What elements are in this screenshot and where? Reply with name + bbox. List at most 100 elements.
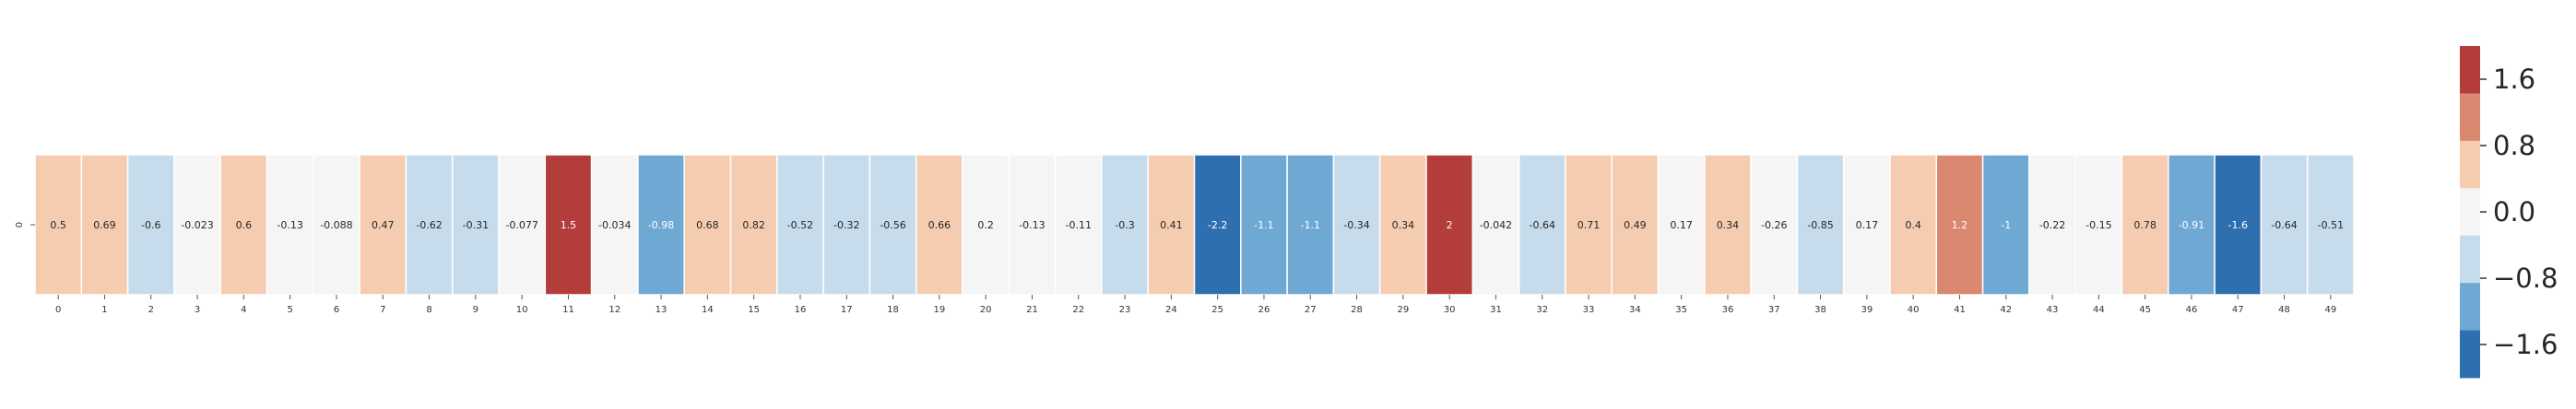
x-tick-label-38: 38 [1814,305,1826,315]
heatmap-cell-18 [869,154,917,296]
cell-annotation-35: 0.17 [1670,219,1693,231]
colorbar-segment-5 [2460,93,2480,142]
x-tick-label-20: 20 [980,305,992,315]
x-tick-label-45: 45 [2139,305,2151,315]
cell-annotation-30: 2 [1447,219,1453,231]
x-tick-label-48: 48 [2278,305,2290,315]
cell-annotation-17: -0.32 [833,219,859,231]
x-tick-label-21: 21 [1026,305,1038,315]
x-tick-label-27: 27 [1305,305,1317,315]
cell-annotation-40: 0.4 [1905,219,1921,231]
heatmap-cell-9 [451,154,500,296]
cell-annotation-24: 0.41 [1160,219,1183,231]
colorbar-segment-3 [2460,188,2480,237]
x-tick-label-9: 9 [473,305,479,315]
colorbar-segment-6 [2460,46,2480,94]
y-tick-label-0: 0 [15,222,25,228]
heatmap-cell-45 [2121,154,2169,296]
heatmap-cell-22 [1054,154,1103,296]
cell-annotation-42: -1 [2001,219,2011,231]
cell-annotation-28: -0.34 [1343,219,1369,231]
heatmap-cell-1 [80,154,129,296]
x-tick-label-19: 19 [933,305,945,315]
heatmap-cell-41 [1935,154,1984,296]
cell-annotation-29: 0.34 [1392,219,1415,231]
x-tick-label-26: 26 [1258,305,1270,315]
x-tick-label-42: 42 [2000,305,2012,315]
heatmap-cell-13 [637,154,685,296]
cell-annotation-23: -0.3 [1115,219,1134,231]
cell-annotation-16: -0.52 [787,219,813,231]
heatmap-cell-19 [915,154,963,296]
x-tick-label-8: 8 [426,305,431,315]
x-tick-label-10: 10 [516,305,528,315]
x-tick-label-33: 33 [1583,305,1595,315]
cell-annotation-1: 0.69 [93,219,116,231]
heatmap-cell-44 [2074,154,2123,296]
x-tick-label-22: 22 [1072,305,1084,315]
heatmap-cell-30 [1425,154,1474,296]
cell-annotation-21: -0.13 [1019,219,1045,231]
cell-annotation-13: -0.98 [648,219,674,231]
x-tick-label-43: 43 [2047,305,2059,315]
cell-annotation-31: -0.042 [1480,219,1512,231]
cell-annotation-38: -0.85 [1807,219,1833,231]
heatmap-cells: 0.5 0.69 -0.6 -0.023 0.6 -0.13 -0.088 0.47 -0.62… [34,154,2355,296]
cell-annotation-3: -0.023 [181,219,213,231]
cell-annotation-18: -0.56 [880,219,905,231]
heatmap-cell-48 [2260,154,2309,296]
cell-annotation-32: -0.64 [1530,219,1555,231]
x-tick-label-5: 5 [287,305,292,315]
x-tick-label-16: 16 [795,305,807,315]
cell-annotation-11: 1.5 [561,219,577,231]
x-tick-label-44: 44 [2093,305,2105,315]
cell-annotation-19: 0.66 [928,219,951,231]
x-tick-label-32: 32 [1536,305,1548,315]
heatmap-cell-39 [1842,154,1891,296]
x-tick-label-25: 25 [1211,305,1223,315]
cell-annotation-20: 0.2 [977,219,994,231]
heatmap-cell-2 [126,154,175,296]
colorbar-segment-0 [2460,330,2480,379]
heatmap-cell-49 [2306,154,2355,296]
heatmap-cell-35 [1657,154,1706,296]
heatmap-cell-36 [1704,154,1752,296]
cell-annotation-10: -0.077 [505,219,538,231]
cell-annotation-46: -0.91 [2179,219,2204,231]
cell-annotation-9: -0.31 [463,219,489,231]
colorbar-segment-4 [2460,140,2480,189]
colorbar-segment-1 [2460,283,2480,332]
cell-annotation-12: -0.034 [598,219,631,231]
cell-annotation-7: 0.47 [372,219,395,231]
heatmap-cell-46 [2168,154,2216,296]
colorbar-tick-label-2: 0.0 [2493,196,2535,228]
x-tick-label-36: 36 [1722,305,1734,315]
x-tick-label-24: 24 [1165,305,1177,315]
cell-annotation-2: -0.6 [141,219,160,231]
heatmap-cell-28 [1332,154,1381,296]
colorbar-tick-label-0: 1.6 [2493,64,2535,95]
heatmap-cell-27 [1286,154,1335,296]
heatmap-cell-38 [1796,154,1845,296]
cell-annotation-34: 0.49 [1624,219,1647,231]
x-tick-label-31: 31 [1490,305,1502,315]
x-tick-label-39: 39 [1861,305,1873,315]
heatmap-cell-47 [2214,154,2263,296]
cell-annotation-44: -0.15 [2086,219,2111,231]
x-tick-label-12: 12 [609,305,620,315]
x-tick-label-18: 18 [887,305,899,315]
y-axis-ticks: 0 [15,222,35,228]
cell-annotation-22: -0.11 [1066,219,1092,231]
colorbar-segment-2 [2460,235,2480,284]
x-tick-label-1: 1 [101,305,107,315]
cell-annotation-48: -0.64 [2271,219,2297,231]
cell-annotation-0: 0.5 [50,219,66,231]
x-tick-label-2: 2 [148,305,154,315]
colorbar-tick-label-4: −1.6 [2493,329,2558,360]
heatmap-cell-21 [1008,154,1057,296]
x-tick-label-35: 35 [1675,305,1687,315]
heatmap-cell-16 [776,154,824,296]
cell-annotation-5: -0.13 [277,219,302,231]
